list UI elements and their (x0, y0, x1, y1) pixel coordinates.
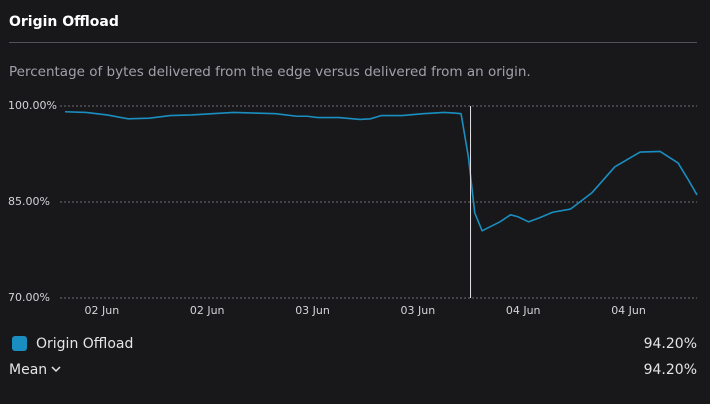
stat-selector[interactable]: Mean (9, 362, 47, 378)
x-tick-label: 03 Jun (295, 304, 330, 317)
legend-label[interactable]: Origin Offload (36, 336, 133, 352)
y-tick-label: 70.00% (8, 291, 50, 304)
x-tick-label: 02 Jun (85, 304, 120, 317)
x-tick-label: 04 Jun (611, 304, 646, 317)
chart-subtitle: Percentage of bytes delivered from the e… (9, 64, 531, 80)
y-tick-label: 100.00% (8, 99, 57, 112)
chart-title: Origin Offload (9, 14, 119, 30)
series-line (64, 110, 698, 232)
legend-value: 94.20% (644, 336, 697, 352)
dropdown-chevron[interactable] (51, 366, 61, 373)
x-tick-label: 04 Jun (506, 304, 541, 317)
y-tick-label: 85.00% (8, 195, 50, 208)
legend-swatch (12, 336, 27, 351)
stat-value: 94.20% (644, 362, 697, 378)
x-tick-label: 03 Jun (401, 304, 436, 317)
x-tick-label: 02 Jun (190, 304, 225, 317)
